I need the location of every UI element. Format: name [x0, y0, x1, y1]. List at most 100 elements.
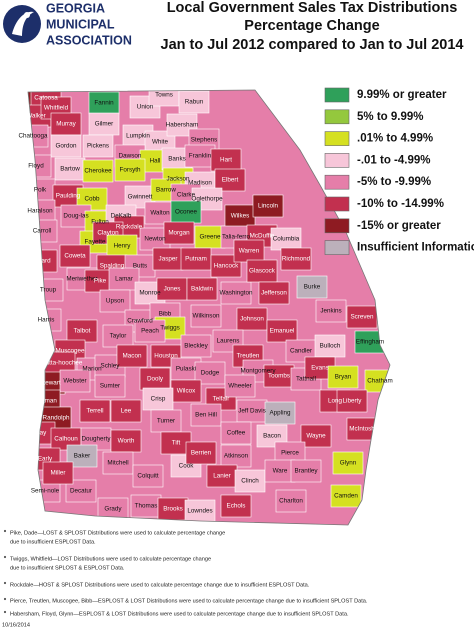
county-name: Effingham — [356, 339, 384, 346]
county — [224, 374, 256, 398]
county-name: Miller — [50, 470, 65, 477]
county-name: Early — [38, 456, 53, 463]
county-name: Carroll — [33, 228, 52, 235]
county — [76, 187, 108, 211]
county-name: Semi-nole — [31, 488, 60, 495]
county — [280, 247, 312, 271]
county — [210, 254, 242, 278]
county-name: Crawford — [127, 318, 153, 325]
county-name: Brantley — [294, 468, 318, 475]
legend-swatch — [324, 240, 350, 255]
county-name: Cobb — [84, 196, 100, 203]
county-name: Toombs — [268, 373, 290, 380]
county-name: Coffee — [227, 430, 246, 437]
county-name: Washington — [219, 290, 253, 297]
county-name: Ben Hill — [195, 412, 217, 419]
county-name: Richmond — [282, 256, 311, 263]
county-name: Tift — [172, 440, 181, 447]
county — [116, 344, 148, 368]
county-name: Murray — [56, 121, 76, 128]
county-name: Burke — [304, 284, 321, 291]
county-name: Pike — [94, 278, 107, 285]
county-name: Wayne — [306, 433, 326, 440]
county-name: Glynn — [340, 460, 357, 467]
county-name: Terrell — [86, 408, 103, 415]
county-name: Emanuel — [270, 328, 295, 335]
legend-label: -10% to -14.99% — [357, 198, 444, 210]
county — [102, 451, 134, 475]
county-name: Ware — [273, 468, 288, 475]
county-name: Peach — [141, 328, 159, 335]
county — [214, 168, 246, 192]
county — [50, 134, 82, 158]
county — [220, 281, 252, 305]
county — [194, 361, 226, 385]
county-name: Dawson — [119, 153, 142, 160]
county-name: Putnam — [185, 256, 207, 263]
county-name: Lamar — [115, 276, 133, 283]
footnote: Pike, Dade—LOST & SPLOST Distributions w… — [10, 530, 225, 536]
county-name: Clay — [34, 430, 47, 437]
county — [59, 369, 91, 393]
county — [315, 299, 347, 323]
county-name: Oglethorpe — [191, 196, 223, 203]
county-name: Rabun — [185, 99, 204, 106]
county-name: Chatta-hoochee — [38, 360, 83, 367]
county — [110, 399, 142, 423]
county-name: Chatham — [367, 378, 393, 385]
county-name: Colquitt — [137, 473, 159, 480]
county — [332, 451, 364, 475]
county-name: Hart — [220, 157, 232, 164]
bullet — [3, 555, 7, 559]
county-name: Bleckley — [184, 343, 208, 350]
county-name: Muscogee — [55, 348, 85, 355]
county-name: Fayette — [85, 239, 106, 246]
legend-swatch — [324, 174, 350, 190]
county-name: Glascock — [249, 268, 276, 275]
county-name: Decatur — [70, 488, 92, 495]
bullet — [3, 597, 7, 601]
county-name: Worth — [118, 438, 135, 445]
legend-swatch — [324, 131, 350, 146]
county-name: Fulton — [91, 219, 109, 226]
county-name: Elbert — [222, 177, 239, 184]
county-name: Telfair — [213, 396, 230, 403]
county-name: Wilkes — [231, 213, 250, 220]
county-name: Thomas — [135, 503, 158, 510]
county-name: Bartow — [60, 166, 80, 173]
county — [256, 424, 288, 448]
county — [252, 194, 284, 218]
county — [275, 489, 307, 513]
county — [264, 401, 296, 425]
county-name: Madison — [188, 180, 212, 187]
county-name: Clayton — [97, 230, 119, 237]
county — [290, 459, 322, 483]
county-name: Polk — [34, 187, 47, 194]
org-name: MUNICIPAL — [46, 17, 115, 31]
county-name: Bulloch — [320, 343, 341, 350]
county-name: Bacon — [263, 433, 281, 440]
county-name: Lanier — [213, 473, 231, 480]
county-name: McDuffie — [250, 233, 275, 240]
county-name: Gwinnett — [128, 194, 153, 201]
county-name: Jeff Davis — [238, 408, 266, 415]
county — [300, 424, 332, 448]
county-name: Wilkinson — [193, 313, 220, 320]
county-name: Webster — [63, 378, 86, 385]
county-name: Lee — [121, 408, 132, 415]
county — [66, 444, 98, 468]
county-name: Atkinson — [224, 453, 249, 460]
county-name: Walton — [150, 210, 170, 217]
county-name: Warren — [239, 248, 260, 255]
county-name: White — [152, 139, 169, 146]
footnote: due to insufficient ESPLOST Data. — [10, 539, 96, 545]
county-name: Crisp — [151, 396, 166, 403]
county-name: Sumter — [100, 383, 120, 390]
county-name: Habersham — [166, 122, 199, 129]
county-name: Clinch — [241, 478, 259, 485]
county-name: Tattnall — [296, 376, 316, 383]
county — [336, 389, 368, 413]
org-name: GEORGIA — [46, 1, 105, 15]
footnote: Rockdale—HOST & SPLOST Distributions wer… — [10, 582, 310, 588]
county-name: Mitchell — [107, 460, 128, 467]
